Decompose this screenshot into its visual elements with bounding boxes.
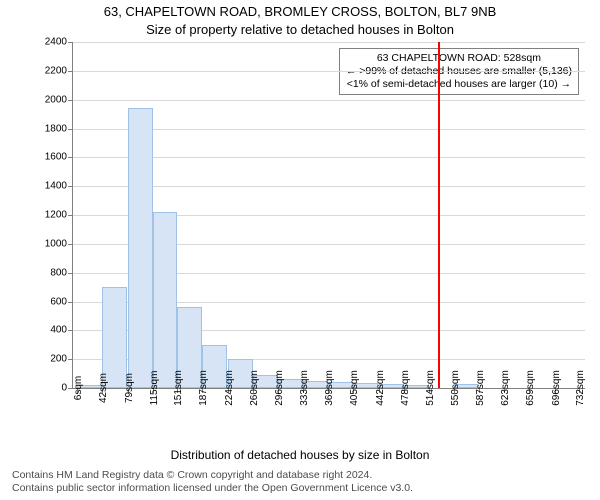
xtick-label: 442sqm — [373, 370, 386, 406]
gridline — [73, 71, 585, 72]
gridline — [73, 100, 585, 101]
xtick-label: 478sqm — [398, 370, 411, 406]
xtick-label: 187sqm — [196, 370, 209, 406]
ytick-label: 600 — [50, 296, 73, 307]
gridline — [73, 42, 585, 43]
xtick-label: 296sqm — [272, 370, 285, 406]
histogram-bar — [153, 212, 178, 388]
ytick-label: 1200 — [45, 210, 73, 221]
ytick-label: 2000 — [45, 94, 73, 105]
xtick-label: 151sqm — [171, 370, 184, 406]
ytick-label: 1000 — [45, 238, 73, 249]
histogram-bar — [128, 108, 153, 388]
xtick-label: 696sqm — [549, 370, 562, 406]
xtick-label: 79sqm — [122, 373, 135, 403]
ytick-label: 1800 — [45, 123, 73, 134]
ytick-label: 2200 — [45, 65, 73, 76]
x-axis-label: Distribution of detached houses by size … — [0, 448, 600, 462]
xtick-label: 405sqm — [347, 370, 360, 406]
chart-title-line1: 63, CHAPELTOWN ROAD, BROMLEY CROSS, BOLT… — [0, 4, 600, 19]
xtick-label: 260sqm — [247, 370, 260, 406]
property-marker-line — [438, 42, 440, 388]
ytick-label: 800 — [50, 267, 73, 278]
xtick-label: 42sqm — [96, 373, 109, 403]
xtick-label: 732sqm — [573, 370, 586, 406]
plot-area: 63 CHAPELTOWN ROAD: 528sqm ← >99% of det… — [72, 42, 585, 389]
xtick-label: 224sqm — [222, 370, 235, 406]
footer-attribution: Contains HM Land Registry data © Crown c… — [12, 469, 413, 496]
xtick-label: 550sqm — [448, 370, 461, 406]
ytick-label: 200 — [50, 354, 73, 365]
xtick-label: 369sqm — [322, 370, 335, 406]
xtick-label: 6sqm — [71, 376, 84, 400]
xtick-label: 115sqm — [147, 371, 160, 406]
xtick-label: 659sqm — [523, 370, 536, 406]
xtick-label: 333sqm — [297, 370, 310, 406]
xtick-label: 514sqm — [423, 370, 436, 406]
annotation-line1: 63 CHAPELTOWN ROAD: 528sqm — [346, 52, 572, 65]
xtick-label: 623sqm — [498, 370, 511, 406]
xtick-label: 587sqm — [473, 370, 486, 406]
footer-line1: Contains HM Land Registry data © Crown c… — [12, 469, 413, 483]
chart-container: 63, CHAPELTOWN ROAD, BROMLEY CROSS, BOLT… — [0, 0, 600, 500]
footer-line2: Contains public sector information licen… — [12, 482, 413, 496]
ytick-label: 1600 — [45, 152, 73, 163]
annotation-line3: <1% of semi-detached houses are larger (… — [346, 78, 572, 91]
chart-title-line2: Size of property relative to detached ho… — [0, 22, 600, 37]
ytick-label: 400 — [50, 325, 73, 336]
ytick-label: 2400 — [45, 37, 73, 48]
ytick-label: 1400 — [45, 181, 73, 192]
